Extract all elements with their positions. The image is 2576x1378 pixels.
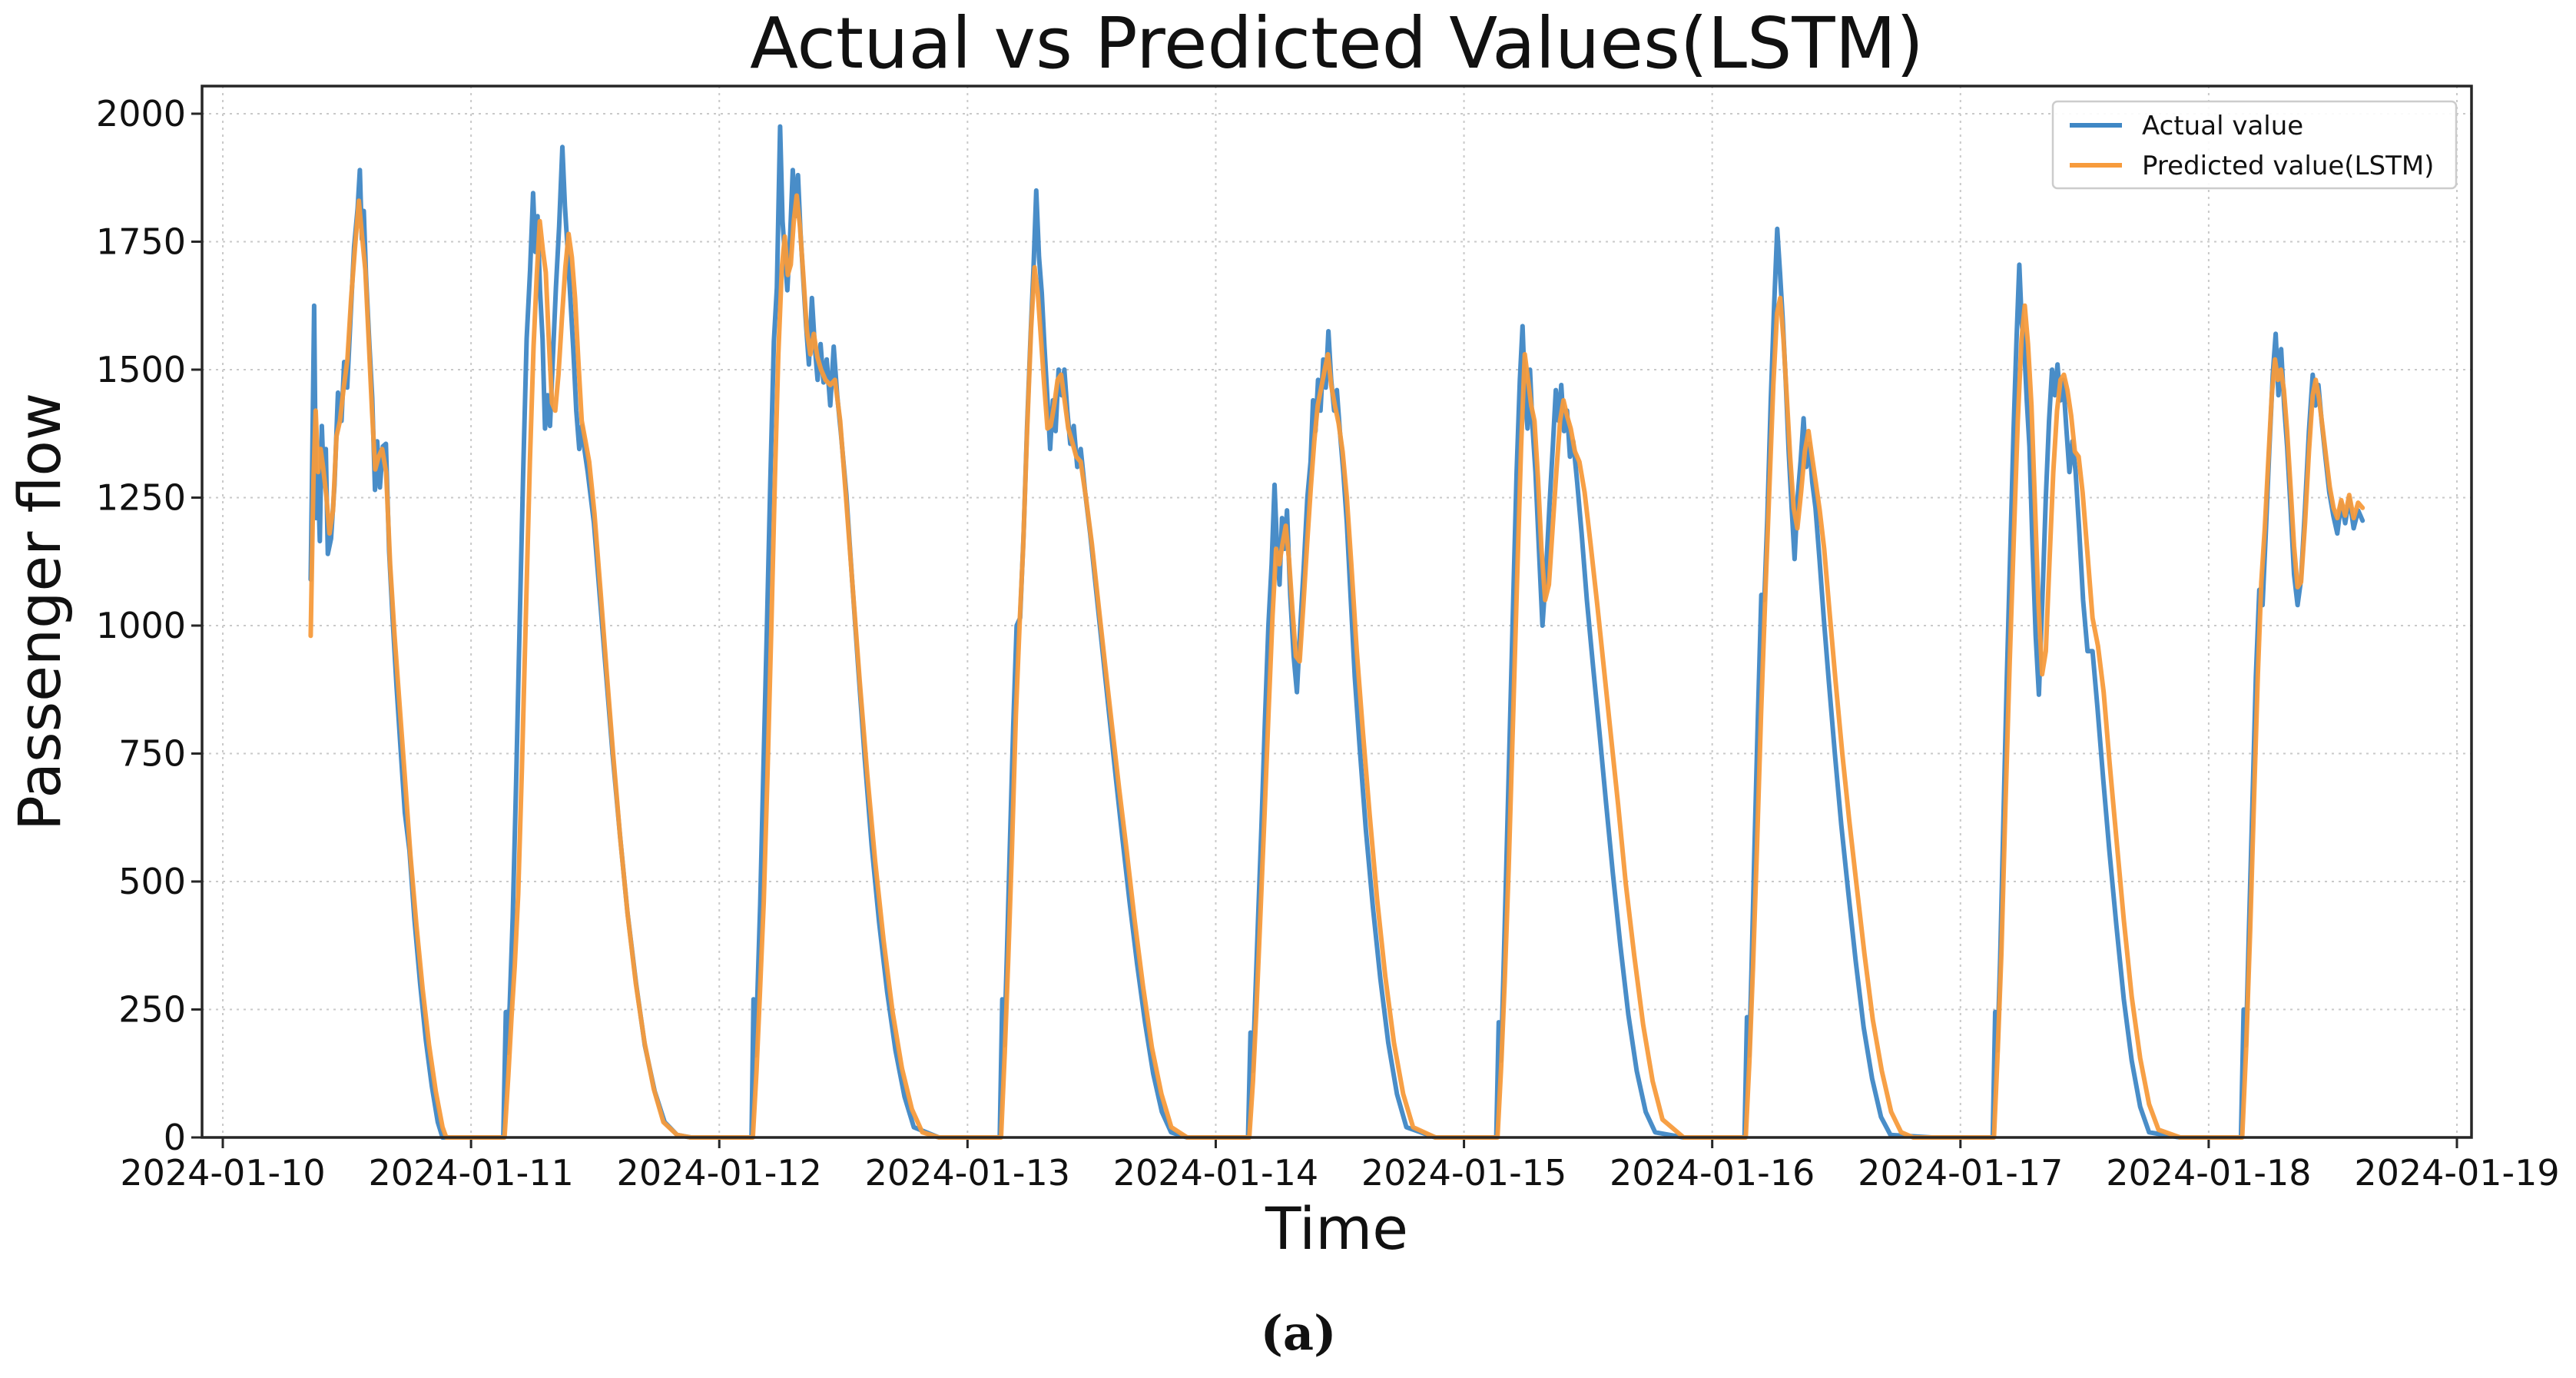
x-tick-label: 2024-01-11 [368,1152,573,1194]
legend-label-actual: Actual value [2142,111,2303,141]
y-tick-label: 2000 [96,93,186,134]
y-tick-label: 1500 [96,349,186,390]
grid-lines [202,86,2472,1137]
legend-label-predicted: Predicted value(LSTM) [2142,151,2434,181]
actual-value-line [308,124,2365,1140]
y-tick-label: 0 [164,1117,186,1158]
y-axis-label: Passenger flow [5,393,74,831]
y-tick-label: 750 [118,732,186,774]
plot-area-frame [201,85,2473,1139]
x-tick-label: 2024-01-18 [2106,1152,2311,1194]
data-series [308,124,2365,1140]
legend-box [2051,100,2458,190]
x-axis-label: Time [1265,1194,1408,1263]
y-tick-label: 1750 [96,221,186,262]
x-tick-label: 2024-01-16 [1610,1152,1815,1194]
x-tick-label: 2024-01-15 [1361,1152,1566,1194]
y-tick-label: 500 [118,861,186,902]
x-tick-label: 2024-01-13 [865,1152,1070,1194]
x-tick-label: 2024-01-14 [1113,1152,1318,1194]
figure-caption: (a) [1261,1305,1337,1361]
legend: Actual value Predicted value(LSTM) [2051,100,2458,190]
y-tick-label: 1250 [96,476,186,518]
x-tick-label: 2024-01-17 [1858,1152,2063,1194]
y-tick-label: 1000 [96,605,186,646]
x-tick-label: 2024-01-19 [2354,1152,2559,1194]
y-tick-label: 250 [118,988,186,1030]
axis-tick-labels: 2024-01-10 2024-01-11 2024-01-12 2024-01-13… [96,93,2560,1194]
predicted-value-line [308,193,2365,1140]
x-tick-label: 2024-01-12 [617,1152,822,1194]
x-tick-label: 2024-01-10 [120,1152,325,1194]
chart-title: Actual vs Predicted Values(LSTM) [750,2,1924,85]
